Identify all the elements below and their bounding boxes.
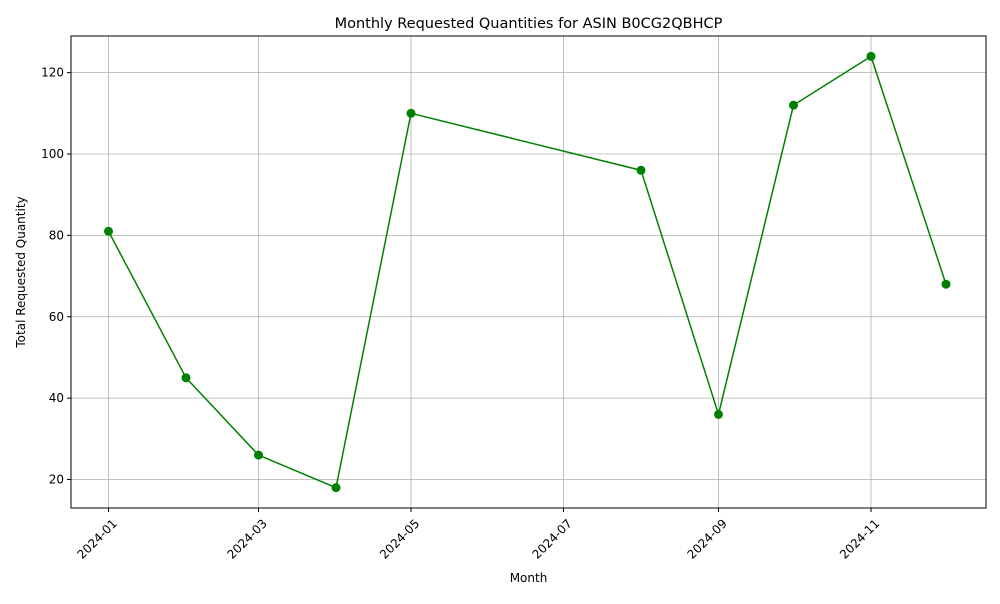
y-tick-label: 20 [49,473,64,487]
plot-frame [70,35,987,509]
data-point [866,51,876,61]
data-point [181,373,191,383]
y-tick-label: 120 [41,66,64,80]
data-point [104,226,113,236]
y-tick-label: 80 [49,228,64,242]
data-point [254,450,263,460]
series-line [107,55,947,489]
y-tick-label: 60 [49,310,64,324]
x-axis-label: Month [510,571,548,585]
data-point [636,165,646,175]
y-axis-label: Total Requested Quantity [14,196,28,348]
chart-title: Monthly Requested Quantities for ASIN B0… [335,16,723,32]
data-point [331,483,341,493]
series-layer [104,51,951,493]
data-point [406,108,416,118]
data-point [789,100,798,110]
data-point [714,409,723,419]
y-tick-label: 100 [41,147,64,161]
data-point [941,279,951,289]
y-axis-ticks: 20 40 60 80 100 120 [41,66,71,487]
plot-area [71,36,986,508]
y-tick-label: 40 [49,391,64,405]
